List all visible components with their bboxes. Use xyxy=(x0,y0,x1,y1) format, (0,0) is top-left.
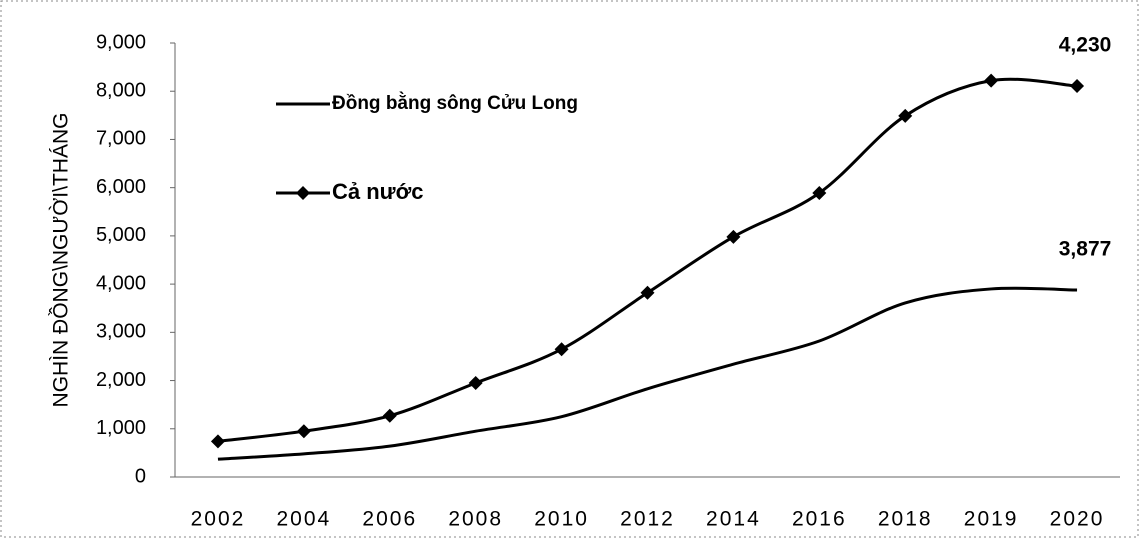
x-tick-label: 2016 xyxy=(792,508,847,531)
point-marker xyxy=(554,342,569,357)
x-tick-label: 2012 xyxy=(620,508,675,531)
y-axis-label: NGHÌN ĐỒNG\NGƯỜI\THÁNG xyxy=(49,113,73,408)
y-tick-label: 5,000 xyxy=(96,224,146,246)
x-tick-label: 2002 xyxy=(191,508,246,531)
legend-marker xyxy=(296,186,310,200)
y-tick-label: 1,000 xyxy=(96,417,146,439)
point-marker xyxy=(640,285,655,300)
value-label: 4,230 xyxy=(1059,34,1112,57)
point-marker xyxy=(984,73,999,88)
y-tick-label: 8,000 xyxy=(96,80,146,102)
y-tick-label: 2,000 xyxy=(96,369,146,391)
series-line xyxy=(217,286,1078,461)
x-tick-label: 2010 xyxy=(534,508,589,531)
x-tick-label: 2014 xyxy=(706,508,761,531)
point-marker xyxy=(1070,79,1085,94)
x-tick-label: 2020 xyxy=(1050,508,1105,531)
value-label: 3,877 xyxy=(1059,238,1112,261)
y-tick-label: 3,000 xyxy=(96,321,146,343)
point-marker xyxy=(812,185,827,200)
x-tick-label: 2018 xyxy=(878,508,933,531)
point-marker xyxy=(296,424,311,439)
point-marker xyxy=(468,375,483,390)
x-tick-label: 2008 xyxy=(448,508,503,531)
point-marker xyxy=(382,408,397,423)
point-marker xyxy=(210,434,225,449)
point-marker xyxy=(898,108,913,123)
legend-label: Cả nước xyxy=(332,179,423,204)
x-tick-label: 2004 xyxy=(277,508,332,531)
y-tick-label: 9,000 xyxy=(96,31,146,53)
y-tick-label: 0 xyxy=(135,465,146,487)
y-tick-label: 4,000 xyxy=(96,272,146,294)
x-tick-label: 2006 xyxy=(362,508,417,531)
y-tick-label: 6,000 xyxy=(96,176,146,198)
point-marker xyxy=(726,229,741,244)
series-line xyxy=(217,77,1078,443)
y-tick-label: 7,000 xyxy=(96,128,146,150)
legend-label: Đồng bằng sông Cửu Long xyxy=(332,92,578,114)
x-tick-label: 2019 xyxy=(964,508,1019,531)
